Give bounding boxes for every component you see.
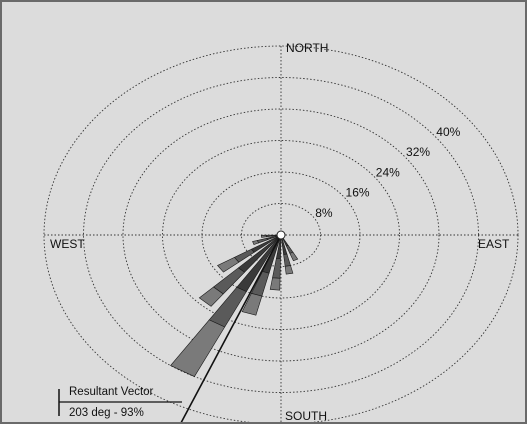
- legend-title: Resultant Vector: [69, 386, 154, 398]
- ring-label-40: 40%: [436, 125, 460, 139]
- petals-group: [170, 234, 299, 377]
- resultant-vector-legend: Resultant Vector 203 deg - 93%: [58, 386, 182, 419]
- ring-label-32: 32%: [406, 145, 430, 159]
- ring-label-8: 8%: [315, 206, 333, 220]
- petal-185-segment-2: [272, 258, 281, 279]
- petal-170-segment-3: [284, 265, 294, 275]
- direction-label-north: NORTH: [286, 41, 328, 55]
- petal-235-segment-3: [217, 256, 240, 273]
- petal-222-segment-3: [198, 286, 224, 307]
- ring-labels-group: 8% 16% 24% 32% 40%: [315, 125, 460, 220]
- ring-label-24: 24%: [376, 165, 400, 179]
- petal-155-segment-2: [285, 244, 294, 254]
- petal-198-segment-3: [241, 293, 263, 316]
- direction-label-east: EAST: [478, 237, 510, 251]
- petal-250-segment-3: [252, 240, 259, 245]
- petal-265-segment-2: [265, 234, 272, 238]
- direction-label-south: SOUTH: [285, 409, 327, 422]
- ring-label-16: 16%: [346, 186, 370, 200]
- direction-label-west: WEST: [50, 237, 85, 251]
- petal-155-segment-3: [289, 251, 299, 262]
- ring-24: [162, 140, 400, 330]
- petal-265-segment-3: [260, 234, 267, 238]
- petal-185-segment-3: [269, 277, 281, 291]
- legend-value: 203 deg - 93%: [69, 407, 144, 419]
- petal-210-segment-3: [170, 319, 226, 377]
- resultant-vector-line: [180, 234, 282, 422]
- center-marker: [276, 230, 286, 240]
- ring-32: [122, 108, 440, 362]
- petal-170-segment-2: [283, 253, 291, 267]
